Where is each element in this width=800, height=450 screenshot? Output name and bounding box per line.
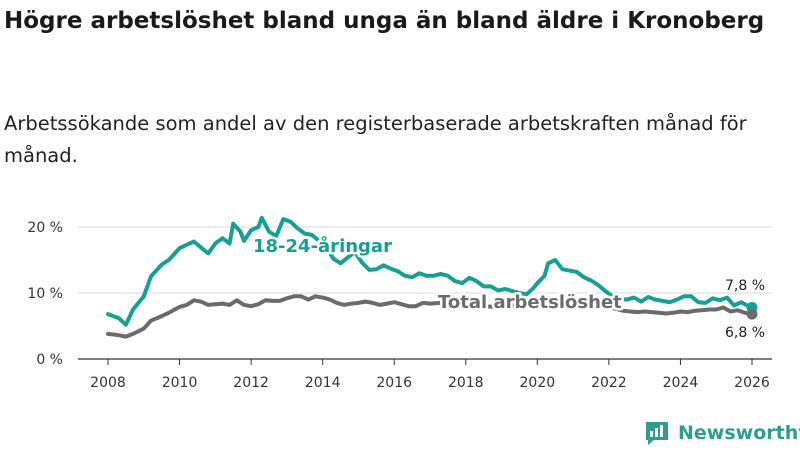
y-axis-ticks: 0 % 10 % 20 % [27, 220, 63, 368]
x-tick-label: 2008 [90, 375, 126, 391]
total-end-value-label: 6,8 % [725, 325, 765, 341]
youth-series-label: 18-24-åringar [253, 235, 392, 257]
series-labels: 18-24-åringar Total arbetslöshet 7,8 % 6,8 … [251, 233, 766, 342]
bar-chart-logo-icon [646, 422, 668, 445]
total-series-label: Total arbetslöshet [438, 292, 622, 313]
x-tick-label: 2018 [448, 375, 484, 391]
y-tick-label: 0 % [36, 352, 63, 368]
total-end-point [746, 308, 758, 320]
brand-name: Newsworthy [678, 422, 800, 444]
x-tick-label: 2012 [233, 375, 269, 391]
x-tick-label: 2010 [162, 375, 198, 391]
gridlines [78, 226, 772, 360]
x-axis-ticks: 2008 2010 2012 2014 2016 2018 2020 2022 2024 2026 [90, 359, 770, 391]
x-tick-label: 2024 [663, 375, 699, 391]
chart-title: Högre arbetslöshet bland unga än bland ä… [4, 8, 765, 34]
x-tick-label: 2014 [305, 375, 341, 391]
x-tick-label: 2022 [591, 375, 627, 391]
x-tick-label: 2016 [376, 375, 412, 391]
newsworthy-logo: Newsworthy [644, 420, 800, 446]
x-tick-label: 2026 [734, 375, 770, 391]
youth-end-value-label: 7,8 % [725, 278, 765, 294]
chart-subtitle: Arbetssökande som andel av den registerb… [4, 112, 747, 167]
series-lines [106, 215, 758, 339]
x-tick-label: 2020 [520, 375, 556, 391]
youth-series-line [106, 215, 754, 327]
y-tick-label: 20 % [27, 220, 63, 236]
total-series-line [106, 294, 754, 339]
line-chart: 0 % 10 % 20 % 2008 2010 2012 2014 2016 2018 2020… [27, 215, 772, 391]
y-tick-label: 10 % [27, 286, 63, 302]
